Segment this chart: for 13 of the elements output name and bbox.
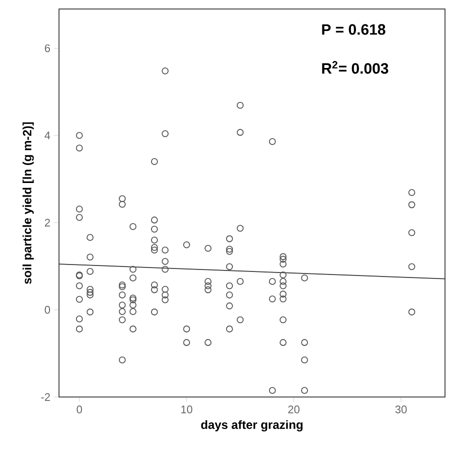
y-tick-label: 2 xyxy=(44,218,50,226)
y-axis-title: soil particle yield [ln (g m-2)] xyxy=(22,122,34,284)
y-tick-label: 4 xyxy=(44,132,50,140)
x-tick-label: 0 xyxy=(76,406,82,414)
annotation: P = 0.618 xyxy=(322,24,386,35)
y-tick-label: 0 xyxy=(44,306,50,314)
annotation: R$^{2}$= 0.003 xyxy=(322,61,388,74)
x-tick-label: 30 xyxy=(395,406,407,414)
x-tick-label: 20 xyxy=(288,406,300,414)
x-axis-title: days after grazing xyxy=(201,420,303,432)
x-tick-label: 10 xyxy=(181,406,192,414)
y-tick-label: -2 xyxy=(41,393,50,401)
y-tick-label: 6 xyxy=(44,44,50,52)
